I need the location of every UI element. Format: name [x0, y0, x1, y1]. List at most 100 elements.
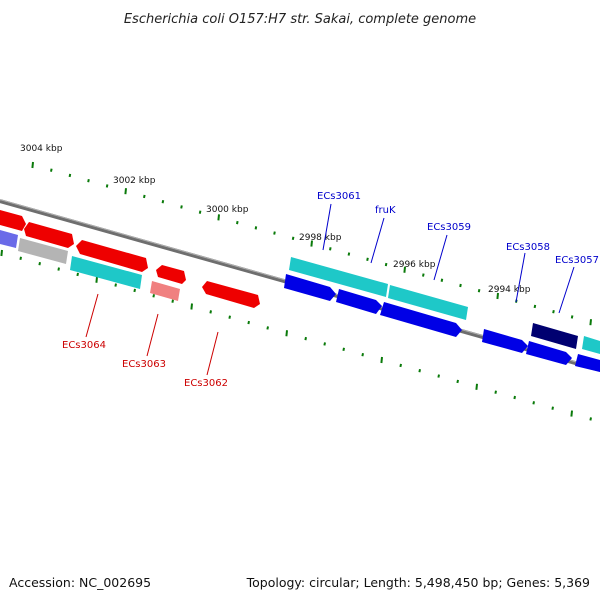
gene-reverse[interactable] — [24, 222, 74, 248]
leader-ecs3061 — [322, 203, 332, 251]
gene-pseudo[interactable] — [18, 238, 68, 264]
tick-label-2996: 2996 kbp — [393, 260, 436, 270]
outer-track-minor-tick — [440, 278, 444, 282]
inner-track-minor-tick — [266, 326, 269, 330]
inner-track-minor-tick — [171, 299, 174, 303]
outer-track-minor-tick — [570, 315, 574, 319]
tick-label-3004: 3004 kbp — [20, 144, 63, 154]
inner-track-major-tick — [285, 330, 288, 337]
outer-track-minor-tick — [198, 210, 202, 214]
gene-forward[interactable] — [336, 289, 382, 314]
inner-track-minor-tick — [551, 406, 554, 410]
inner-track-major-tick — [190, 303, 193, 310]
inner-track-minor-tick — [133, 288, 136, 293]
gene-reverse[interactable] — [76, 240, 148, 272]
outer-track-minor-tick — [533, 304, 537, 309]
outer-track-minor-tick — [384, 262, 388, 267]
gene-label-ecs3061[interactable]: ECs3061 — [317, 191, 361, 202]
inner-track-minor-tick — [494, 390, 497, 394]
tick-label-3000: 3000 kbp — [206, 205, 249, 215]
outer-track-minor-tick — [552, 309, 555, 314]
outer-track-minor-tick — [477, 289, 481, 293]
outer-track-major-tick — [217, 214, 220, 221]
accession-text: Accession: NC_002695 — [9, 575, 152, 590]
gene-reverse[interactable] — [202, 281, 260, 308]
inner-track-minor-tick — [114, 283, 117, 287]
gene-label-ecs3059[interactable]: ECs3059 — [427, 222, 471, 233]
inner-track-minor-tick — [456, 379, 459, 384]
gene-label-ecs3063[interactable]: ECs3063 — [122, 359, 166, 370]
gene-reverse[interactable] — [0, 210, 26, 231]
leader-ecs3064 — [85, 293, 99, 338]
label-leaders — [85, 203, 575, 376]
leader-ecs3057 — [558, 266, 575, 314]
tick-label-2998: 2998 kbp — [299, 233, 342, 243]
inner-track-minor-tick — [76, 272, 79, 277]
outer-track-minor-tick — [254, 226, 258, 230]
inner-track-major-tick — [0, 249, 3, 257]
outer-track-minor-tick — [236, 220, 239, 225]
gene-rna[interactable] — [70, 256, 142, 289]
gene-rna[interactable] — [289, 257, 388, 297]
leader-fruk — [370, 217, 385, 264]
inner-track-minor-tick — [152, 294, 155, 298]
outer-track-minor-tick — [180, 205, 183, 209]
gene-forward[interactable] — [526, 341, 572, 365]
inner-track-major-tick — [380, 356, 383, 364]
outer-track-major-tick — [124, 188, 127, 195]
outer-track-minor-tick — [366, 257, 369, 261]
inner-track-minor-tick — [399, 363, 402, 368]
gene-label-ecs3057[interactable]: ECs3057 — [555, 255, 599, 266]
outer-track-minor-tick — [143, 194, 146, 199]
gene-label-fruk[interactable]: fruK — [375, 205, 396, 216]
genome-title: Escherichia coli O157:H7 str. Sakai, com… — [124, 12, 476, 27]
gene-label-ecs3058[interactable]: ECs3058 — [506, 242, 550, 253]
gene-label-ecs3062[interactable]: ECs3062 — [184, 378, 228, 389]
gene-reverse[interactable] — [156, 265, 186, 284]
gene-forward-light[interactable] — [0, 230, 18, 248]
inner-tick-track — [0, 249, 592, 421]
inner-track-major-tick — [95, 276, 98, 283]
outer-track-minor-tick — [291, 236, 295, 241]
outer-track-major-tick — [31, 161, 34, 169]
inner-track-minor-tick — [19, 256, 22, 261]
gene-labels: ECs3061 fruK ECs3059 ECs3058 ECs3057 ECs… — [62, 191, 599, 389]
outer-track-minor-tick — [161, 199, 165, 204]
outer-track-minor-tick — [50, 168, 53, 172]
inner-track-minor-tick — [589, 417, 592, 421]
outer-track-major-tick — [310, 240, 313, 247]
outer-track-minor-tick — [459, 283, 462, 288]
tick-labels: 3004 kbp 3002 kbp 3000 kbp 2998 kbp 2996… — [20, 144, 531, 295]
gene-rna[interactable] — [582, 336, 600, 354]
outer-track-minor-tick — [68, 173, 72, 178]
inner-track-minor-tick — [532, 401, 535, 405]
inner-track-minor-tick — [228, 315, 231, 319]
gene-label-ecs3064[interactable]: ECs3064 — [62, 340, 106, 351]
outer-track-major-tick — [496, 292, 499, 300]
gene-forward[interactable] — [284, 274, 336, 301]
gene-forward-dark[interactable] — [531, 323, 578, 349]
gene-rna[interactable] — [388, 285, 468, 320]
tick-label-2994: 2994 kbp — [488, 285, 531, 295]
gene-forward[interactable] — [575, 354, 600, 372]
outer-tick-track — [31, 161, 592, 326]
tick-label-3002: 3002 kbp — [113, 176, 156, 186]
genome-summary-text: Topology: circular; Length: 5,498,450 bp… — [246, 575, 590, 590]
inner-track-minor-tick — [209, 310, 212, 314]
inner-track-minor-tick — [361, 352, 364, 357]
inner-track-minor-tick — [38, 262, 41, 266]
outer-track-major-tick — [403, 266, 406, 273]
leader-ecs3062 — [206, 331, 219, 376]
gene-forward[interactable] — [482, 329, 528, 353]
inner-track-major-tick — [570, 410, 573, 417]
inner-track-minor-tick — [304, 336, 307, 341]
outer-track-minor-tick — [422, 273, 425, 277]
gene-forward[interactable] — [380, 302, 462, 337]
inner-track-minor-tick — [57, 267, 60, 271]
outer-track-minor-tick — [273, 231, 276, 235]
outer-track-major-tick — [589, 319, 592, 326]
inner-track-minor-tick — [247, 320, 250, 325]
gene-reverse-light[interactable] — [150, 281, 180, 301]
inner-track-minor-tick — [323, 342, 326, 346]
